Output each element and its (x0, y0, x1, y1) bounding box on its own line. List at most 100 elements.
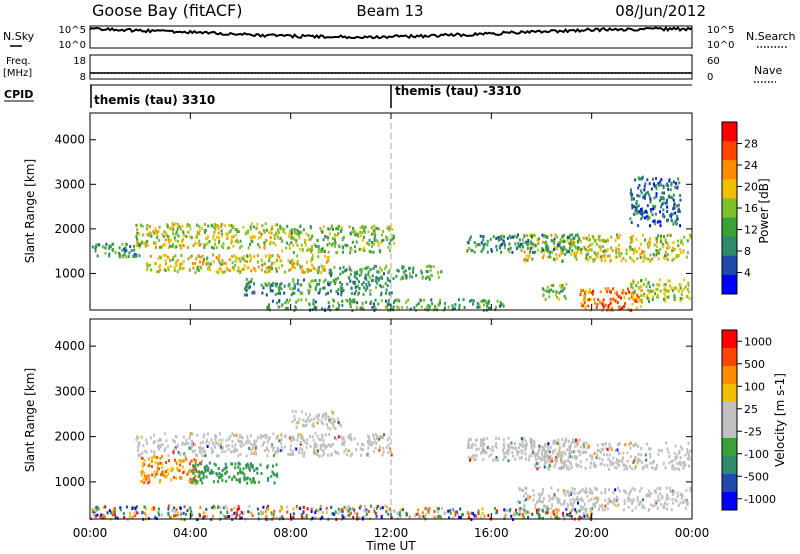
velocity-data-cell (368, 436, 371, 440)
velocity-data-cell (576, 498, 579, 502)
power-data-cell (495, 248, 498, 252)
power-data-cell (159, 263, 162, 267)
power-data-cell (380, 268, 383, 272)
power-data-cell (588, 288, 591, 292)
power-data-cell (328, 271, 331, 275)
power-data-cell (207, 235, 209, 239)
power-data-cell (388, 268, 391, 272)
power-data-cell (396, 305, 399, 309)
velocity-data-cell (387, 443, 390, 447)
power-data-cell (675, 218, 678, 222)
velocity-data-cell (198, 471, 201, 475)
velocity-data-cell (311, 423, 314, 427)
power-data-cell (363, 228, 366, 232)
velocity-data-cell (216, 441, 219, 445)
power-data-cell (573, 242, 576, 246)
power-data-cell (149, 232, 152, 235)
velocity-data-cell (568, 460, 571, 464)
velocity-data-cell (295, 425, 298, 429)
velocity-data-cell (148, 480, 151, 484)
velocity-data-cell (495, 509, 498, 513)
power-data-cell (388, 225, 391, 229)
velocity-data-cell (438, 507, 440, 511)
velocity-data-cell (629, 446, 632, 450)
y-tick-label: 1000 (54, 266, 85, 280)
velocity-data-cell (160, 513, 163, 517)
power-data-cell (292, 291, 295, 295)
velocity-data-cell (563, 499, 566, 503)
power-data-cell (487, 301, 490, 305)
power-data-cell (657, 182, 660, 186)
power-data-cell (136, 237, 138, 241)
velocity-data-cell (664, 501, 667, 505)
power-data-cell (396, 268, 399, 272)
velocity-data-cell (685, 488, 688, 492)
power-data-cell (208, 240, 211, 243)
velocity-data-cell (533, 442, 536, 445)
power-data-cell (555, 253, 558, 257)
power-data-cell (401, 305, 404, 309)
velocity-data-cell (518, 500, 521, 504)
nsearch-label: N.Search (746, 30, 796, 43)
power-data-cell (444, 302, 446, 305)
power-data-cell (547, 245, 550, 249)
velocity-data-cell (361, 442, 363, 446)
velocity-data-cell (157, 511, 160, 515)
power-data-cell (580, 240, 582, 243)
power-data-cell (599, 245, 602, 249)
power-data-cell (348, 225, 351, 229)
velocity-data-cell (548, 499, 551, 502)
velocity-data-cell (212, 504, 215, 508)
power-data-cell (640, 211, 643, 215)
power-data-cell (265, 270, 268, 274)
power-data-cell (508, 234, 511, 238)
power-data-cell (108, 244, 111, 248)
velocity-data-cell (679, 501, 682, 505)
power-data-cell (196, 231, 199, 235)
velocity-data-cell (95, 506, 98, 509)
power-data-cell (548, 255, 551, 259)
velocity-data-cell (495, 445, 498, 449)
power-data-cell (128, 251, 131, 255)
power-data-cell (375, 307, 378, 311)
power-data-cell (251, 291, 254, 295)
power-data-cell (425, 305, 428, 309)
velocity-data-cell (581, 488, 584, 491)
velocity-data-cell (416, 512, 419, 516)
velocity-data-cell (584, 467, 587, 470)
power-data-cell (380, 293, 383, 297)
velocity-data-cell (529, 495, 532, 499)
velocity-data-cell (566, 502, 569, 506)
velocity-data-cell (521, 507, 524, 511)
velocity-colorbar-swatch (722, 330, 737, 349)
velocity-data-cell (393, 509, 396, 513)
power-data-cell (529, 233, 532, 237)
power-data-cell (526, 258, 529, 262)
power-data-cell (679, 224, 682, 228)
power-data-cell (337, 244, 340, 248)
velocity-data-cell (239, 516, 242, 520)
power-data-cell (181, 240, 183, 243)
velocity-data-cell (580, 497, 583, 500)
velocity-data-cell (182, 459, 185, 463)
power-data-cell (358, 280, 360, 284)
power-data-cell (671, 249, 674, 253)
power-data-cell (224, 224, 227, 228)
velocity-data-cell (663, 504, 666, 507)
power-data-cell (654, 236, 657, 240)
power-data-cell (595, 252, 597, 256)
power-data-cell (569, 242, 572, 246)
velocity-data-cell (129, 515, 132, 519)
power-data-cell (639, 289, 642, 293)
velocity-data-cell (497, 458, 500, 462)
velocity-data-cell (546, 457, 549, 461)
velocity-data-cell (634, 506, 637, 510)
velocity-data-cell (504, 509, 507, 513)
y-tick-label: 3000 (54, 177, 85, 191)
velocity-data-cell (299, 433, 302, 437)
velocity-data-cell (649, 461, 652, 465)
velocity-data-cell (613, 466, 616, 470)
power-data-cell (528, 253, 531, 257)
